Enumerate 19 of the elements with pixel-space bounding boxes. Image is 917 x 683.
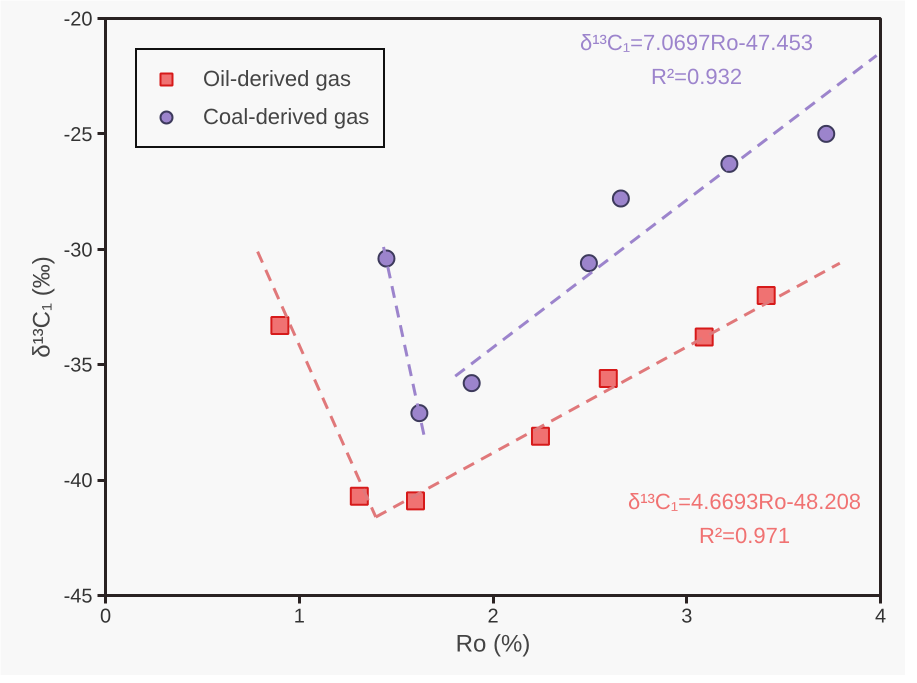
y-tick-label: -45 bbox=[64, 586, 92, 608]
y-tick-label: -30 bbox=[64, 239, 92, 262]
annotation: R²=0.971 bbox=[698, 523, 790, 548]
y-tick-label: -20 bbox=[64, 8, 92, 30]
y-axis-title: δ¹³C₁ (‰) bbox=[28, 256, 56, 358]
x-tick-label: 4 bbox=[874, 606, 886, 628]
annotation: R²=0.932 bbox=[650, 64, 742, 89]
x-tick-label: 2 bbox=[487, 606, 499, 628]
x-axis-title: Ro (%) bbox=[456, 630, 530, 658]
x-tick-label: 0 bbox=[100, 606, 112, 628]
y-tick-label: -35 bbox=[64, 354, 92, 377]
y-tick-label: -25 bbox=[64, 124, 92, 146]
y-tick-label: -40 bbox=[64, 470, 92, 492]
annotation: δ¹³C₁=4.6693Ro-48.208 bbox=[628, 489, 862, 514]
annotation: δ¹³C₁=7.0697Ro-47.453 bbox=[580, 30, 814, 55]
legend-label: Coal-derived gas bbox=[203, 104, 370, 130]
legend-label: Oil-derived gas bbox=[203, 66, 351, 92]
x-tick-label: 3 bbox=[681, 606, 692, 628]
x-tick-label: 1 bbox=[294, 606, 305, 628]
